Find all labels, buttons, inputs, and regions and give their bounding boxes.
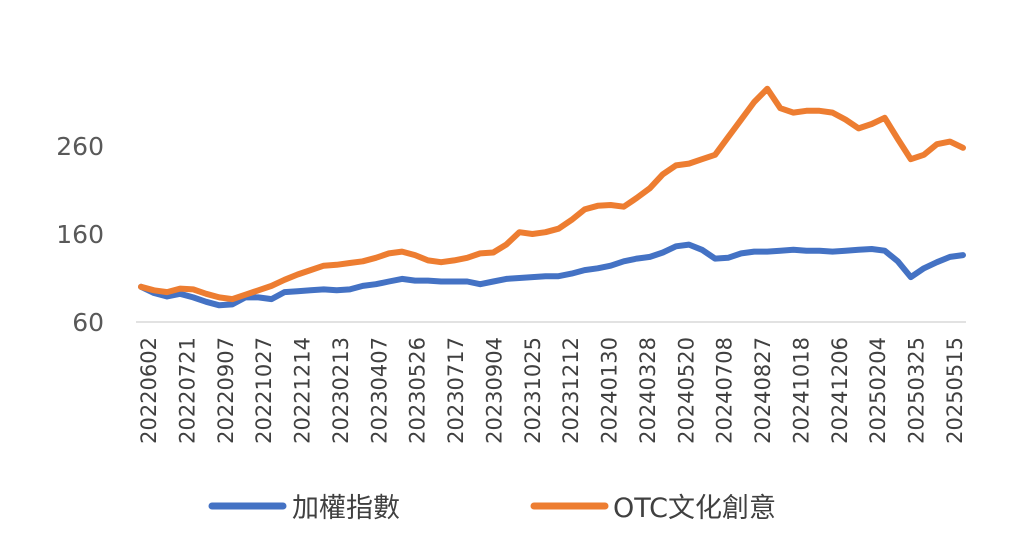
x-tick-label: 20241018 bbox=[790, 337, 814, 444]
legend-label-taiex: 加權指數 bbox=[292, 493, 400, 524]
x-tick-label: 20231025 bbox=[521, 337, 545, 444]
x-tick-label: 20220721 bbox=[175, 337, 199, 444]
series-line-taiex bbox=[138, 241, 966, 309]
x-tick-label: 20250204 bbox=[866, 337, 890, 444]
x-tick-label: 20230526 bbox=[406, 337, 430, 444]
x-tick-label: 20240827 bbox=[751, 337, 775, 444]
x-tick-label: 20230213 bbox=[329, 337, 353, 444]
x-tick-label: 20250515 bbox=[943, 337, 967, 444]
series-line-otc bbox=[138, 85, 966, 303]
x-tick-label: 20230407 bbox=[367, 337, 391, 444]
x-tick-label: 20241206 bbox=[828, 337, 852, 444]
x-tick-label: 20240130 bbox=[598, 337, 622, 444]
y-tick-label: 260 bbox=[56, 132, 104, 161]
series-layer bbox=[138, 85, 966, 309]
x-tick-label: 20220907 bbox=[214, 337, 238, 444]
x-tick-label: 20230904 bbox=[482, 337, 506, 444]
y-tick-label: 60 bbox=[72, 308, 104, 337]
x-axis-ticks: 20220602 20220721 20220907 20221027 20221214… bbox=[137, 337, 967, 444]
x-tick-label: 20220602 bbox=[137, 337, 161, 444]
x-tick-label: 20221027 bbox=[252, 337, 276, 444]
x-tick-label: 20250325 bbox=[905, 337, 929, 444]
legend: 加權指數 OTC文化創意 bbox=[208, 493, 776, 524]
legend-label-otc: OTC文化創意 bbox=[613, 493, 776, 524]
y-axis-ticks: 260 160 60 bbox=[56, 132, 104, 337]
x-tick-label: 20240520 bbox=[674, 337, 698, 444]
x-tick-label: 20231212 bbox=[559, 337, 583, 444]
x-tick-label: 20240708 bbox=[713, 337, 737, 444]
x-tick-label: 20230717 bbox=[444, 337, 468, 444]
x-tick-label: 20221214 bbox=[291, 337, 315, 444]
y-tick-label: 160 bbox=[56, 220, 104, 249]
x-tick-label: 20240328 bbox=[636, 337, 660, 444]
